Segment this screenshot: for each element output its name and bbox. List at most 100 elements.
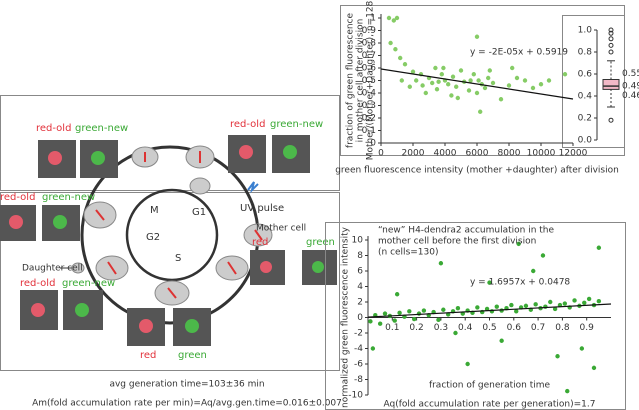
point [548,299,553,305]
point [416,311,422,316]
micrograph-label: green-new [62,278,115,289]
phase-label: S [175,253,181,264]
point [494,304,499,309]
point [531,268,536,274]
point [449,93,454,98]
chart-title: mother cell before the first division [378,237,536,247]
y-tick-label: 0.4 [362,89,377,99]
y-tick-label: -4 [354,344,363,354]
y-tick-label: 0 [357,313,363,323]
x-tick-label: 0.9 [580,323,595,333]
y-axis-label: Mother/(Mother+Daughter), n=128 [366,0,376,160]
point [411,316,417,322]
phase-label: G2 [146,232,160,243]
micrograph-label: red-old [0,192,35,203]
trendline [367,303,612,318]
chart-title: (n cells=130) [378,248,438,258]
y-tick-label: 0.4 [578,92,593,102]
outlier [608,49,614,55]
point [391,18,396,23]
box-label: 0.49 [622,82,639,92]
point [450,74,456,79]
cells [71,145,273,306]
point [441,307,446,312]
y-tick-label: 0 [370,139,376,149]
point [476,78,481,83]
y-tick-label: -10 [348,391,363,401]
x-tick-label: 6000 [466,149,489,159]
micrographs [0,135,337,346]
point [382,311,388,316]
y-tick-label: 2 [357,298,363,308]
point [433,65,438,71]
point [478,109,483,114]
mother-label: Mother cell [256,224,306,234]
y-tick-label: 1 [370,14,376,24]
y-tick-label: 0.1 [362,126,376,136]
point [466,88,472,93]
point [388,40,393,46]
x-tick-label: 0.8 [555,323,570,333]
point [474,34,480,39]
point [499,338,504,343]
micrograph-label: green-new [75,123,128,134]
point [498,97,504,102]
point [423,90,428,96]
point [386,15,392,21]
y-tick-label: 1.0 [578,26,593,36]
point [455,306,461,311]
point [562,301,568,306]
y-tick-label: 0.3 [362,101,376,111]
point [572,298,577,303]
x-tick-label: 4000 [434,149,457,159]
phase-label: G1 [192,207,206,218]
y-tick-label: 0.7 [362,51,376,61]
y-tick-label: 0.8 [578,48,593,58]
point [430,80,435,86]
trend-label: y = 1.6957x + 0.0478 [470,278,570,288]
point [410,69,416,74]
point [586,296,592,302]
point [471,72,476,77]
micrograph-label: red [140,350,156,361]
point [394,292,400,297]
point [402,62,408,67]
micrograph-label: red-old [230,119,265,130]
point [475,305,480,310]
x-tick-label: 0 [378,149,384,159]
y-axis-label: normalized green fluorescence intensity [341,226,351,408]
point [552,306,558,312]
y-tick-label: 0.2 [578,114,592,124]
point [407,309,412,314]
point [394,15,400,21]
phase-label: M [150,205,159,216]
point [436,79,441,84]
point [474,90,480,96]
point [458,68,464,73]
micrograph-label: red-old [20,278,55,289]
y-tick-label: 0.6 [578,70,593,80]
point [482,85,488,91]
y-tick-label: 0.2 [362,114,376,124]
x-axis-label: fraction of generation time [429,381,551,391]
point [509,302,514,308]
micrograph-label: green-new [270,119,323,130]
point [490,80,496,86]
caption: Aq(fold accumulation rate per generation… [384,400,596,410]
point [370,346,376,351]
chart-title: “new” H4-dendra2 accumulation in the [378,226,555,236]
point [487,68,492,73]
point [514,75,520,81]
chromosomes [95,151,263,299]
point [533,302,538,307]
micrograph-label: green [178,350,207,361]
caption: Am(fold accumulation rate per min)=Aq/av… [32,399,342,409]
x-tick-label: 8000 [498,149,521,159]
point [407,84,412,89]
box-label: 0.55 [622,69,639,79]
trend-label: y = -2E-05x + 0.5919 [470,48,568,58]
point [579,346,585,351]
point [453,330,458,336]
x-tick-label: 0.5 [482,323,496,333]
inset-frame [562,15,625,148]
